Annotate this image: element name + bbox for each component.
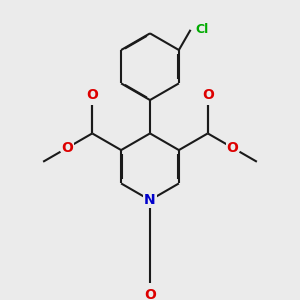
Text: Cl: Cl [196, 23, 209, 36]
Text: O: O [86, 88, 98, 102]
Text: N: N [144, 193, 156, 207]
Text: O: O [226, 141, 238, 154]
Text: O: O [144, 288, 156, 300]
Text: O: O [202, 88, 214, 102]
Text: O: O [62, 141, 74, 154]
